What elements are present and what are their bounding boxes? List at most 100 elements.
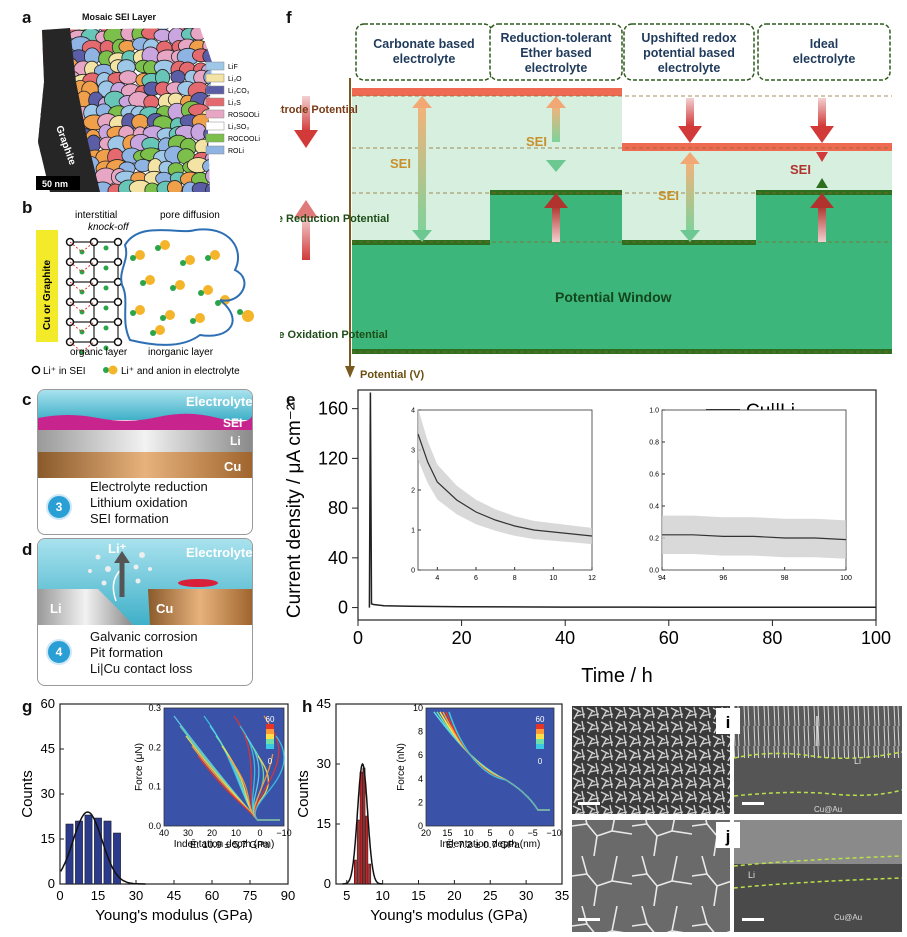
plot-frame — [335, 703, 563, 885]
x-tick-label: 45 — [167, 888, 181, 903]
panel-a-label: a — [22, 8, 32, 27]
panel-e-label: e — [286, 390, 296, 409]
inset-y-tick: 0.0 — [649, 568, 659, 575]
arrow-up-icon — [680, 152, 700, 164]
inset-x-tick: −10 — [276, 828, 291, 838]
panel-c-steps: Electrolyte reduction Lithium oxidation … — [90, 479, 208, 527]
mean-annotation: Ē: 10.9 ± 5.7 GPa — [190, 839, 270, 851]
panel-a-title: Mosaic SEI Layer — [82, 12, 157, 22]
axis-arrow-icon — [345, 366, 355, 378]
y-axis-label: Counts — [296, 770, 312, 818]
inset-y-tick: 1 — [411, 528, 415, 535]
cu-block — [148, 589, 252, 625]
li-label: Li — [748, 870, 755, 880]
anion — [155, 325, 165, 335]
histogram-bar — [103, 820, 112, 885]
li-site — [89, 297, 99, 307]
y-tick-label: 40 — [328, 548, 348, 568]
li-label: Li — [854, 756, 861, 766]
sei-label: SEI — [223, 416, 242, 430]
scale-bar-bg — [36, 176, 80, 190]
y-tick-label: 30 — [317, 756, 331, 771]
electrolyte-header-label: Ideal electrolyte — [793, 37, 856, 66]
inset-x-tick: 5 — [487, 828, 492, 838]
y-tick-label: 15 — [41, 831, 55, 846]
scale-bar-label: 50 nm — [42, 179, 68, 189]
electrode-potential-bar — [622, 143, 892, 151]
li-layer — [38, 430, 252, 452]
interstitial-label: interstitial — [75, 210, 117, 221]
li-ion — [215, 300, 221, 306]
panel-a-legend: LiF Li₂O Li₂CO₃ Li₂S ROSOOLi Li₂SO₃ ROCOOLi ROL… — [205, 61, 260, 155]
arrow-up-icon — [544, 193, 568, 208]
li-ion — [180, 260, 186, 266]
mean-annotation: Ē: 7.2 ± 0.7 GPa — [446, 839, 520, 851]
electrolyte-header-label: Upshifted redox potential based electrolyt… — [641, 31, 736, 75]
inset-x-tick: 8 — [513, 575, 517, 582]
li-site — [89, 257, 99, 267]
sem-image-j-left — [572, 820, 730, 932]
histogram-bar — [359, 771, 363, 885]
x-tick-label: 5 — [343, 888, 350, 903]
anion — [195, 313, 205, 323]
li-label: Li — [230, 434, 241, 448]
gaussian-fit-line — [342, 763, 383, 885]
sei-grain — [118, 70, 138, 85]
inset-x-tick: 0 — [257, 828, 262, 838]
li-site — [89, 317, 99, 327]
histogram-bar — [368, 863, 372, 885]
x-tick-label: 100 — [861, 628, 891, 648]
x-tick-label: 0 — [353, 628, 363, 648]
panel-c-label: c — [22, 390, 32, 409]
li-ion — [170, 285, 176, 291]
li-in-electrolyte-icon — [103, 367, 109, 373]
legend-label: ROSOOLi — [228, 112, 260, 119]
panel-d-box: Li⁺ Electrolyte Li Cu 4 Galvanic corrosi… — [37, 538, 253, 686]
inset-x-tick: 30 — [183, 828, 193, 838]
pore-network — [120, 228, 246, 346]
inset-y-tick: 6 — [418, 750, 423, 760]
li-ion — [130, 255, 136, 261]
inset-line — [417, 433, 593, 537]
histogram-bar — [75, 820, 83, 885]
anion — [165, 310, 175, 320]
inset-y-tick: 1.0 — [649, 408, 659, 415]
legend-swatch — [205, 85, 225, 95]
scale-bar — [742, 918, 764, 921]
arrow-down-icon — [810, 126, 834, 143]
scale-bar — [578, 918, 600, 921]
y-tick-label: 160 — [318, 399, 348, 419]
sei-label: SEI — [526, 134, 547, 149]
x-tick-label: 30 — [519, 888, 533, 903]
x-tick-label: 40 — [555, 628, 575, 648]
x-tick-label: 75 — [243, 888, 257, 903]
inset-y-tick: 3 — [411, 448, 415, 455]
li-ion — [140, 280, 146, 286]
panel-d-steps: Galvanic corrosion Pit formation Li|Cu c… — [90, 629, 198, 677]
li-plus-label: Li⁺ — [108, 541, 127, 556]
anion — [203, 285, 213, 295]
cu-label: Cu — [224, 459, 241, 474]
x-axis-label: Young's modulus (GPa) — [370, 907, 527, 924]
li-site — [113, 257, 123, 267]
pore-diffusion-label: pore diffusion — [160, 210, 220, 221]
legend-swatch — [205, 73, 225, 83]
inset-y-tick: 0.8 — [649, 440, 659, 447]
x-tick-label: 0 — [56, 888, 63, 903]
x-tick-label: 15 — [411, 888, 425, 903]
inset-y-tick: 10 — [413, 703, 423, 713]
x-axis-label: Young's modulus (GPa) — [95, 907, 252, 924]
potential-window-label: Potential Window — [555, 289, 672, 305]
li-site — [89, 277, 99, 287]
li-ion — [130, 310, 136, 316]
sei-grain — [166, 180, 183, 192]
panel-b-label: b — [22, 198, 33, 217]
legend-label: Li₂CO₃ — [228, 88, 250, 95]
inset-y-tick: 0.1 — [148, 782, 161, 792]
series-line — [368, 392, 876, 609]
panel-j-label: j — [725, 827, 731, 846]
inset-x-tick: 94 — [658, 575, 666, 582]
sei-label: SEI — [390, 156, 411, 171]
arrow-down-icon — [412, 230, 432, 242]
